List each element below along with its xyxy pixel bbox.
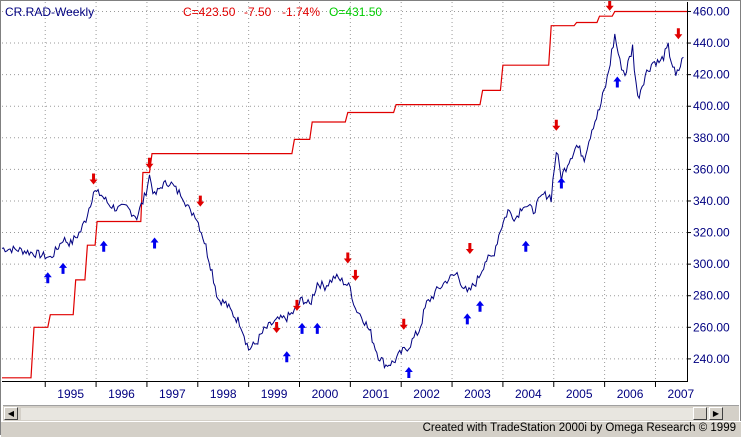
buy-arrow-icon (99, 240, 108, 252)
plot-area (2, 2, 688, 382)
y-tick-label: 420.00 (693, 68, 730, 82)
buy-arrow-icon (150, 237, 159, 249)
sell-arrow-icon (399, 318, 408, 330)
x-tick-label: 1997 (159, 387, 186, 401)
price-line-group (1, 33, 684, 370)
y-tick-label: 440.00 (693, 36, 730, 50)
buy-arrow-icon (59, 262, 68, 274)
chart-svg: 460.00 440.00 420.00 400.00 380.00 360.00 340.… (1, 1, 730, 401)
horizontal-scrollbar[interactable]: ◀ ▶ (3, 405, 739, 422)
sell-arrow-icon (272, 321, 281, 333)
sell-arrow-icon (465, 242, 474, 254)
sell-arrow-icon (674, 28, 683, 40)
open-quote: O=431.50 (329, 5, 382, 19)
scroll-left-arrow-icon[interactable]: ◀ (4, 407, 18, 420)
buy-arrow-icon (476, 300, 485, 312)
scroll-track[interactable] (21, 408, 711, 420)
signal-arrows (43, 1, 683, 379)
buy-arrow-icon (463, 313, 472, 325)
y-tick-label: 280.00 (693, 289, 730, 303)
x-tick-label: 1995 (57, 387, 84, 401)
stop-line (2, 10, 687, 379)
change-quote: -7.50 (244, 5, 272, 19)
buy-arrow-icon (404, 367, 413, 379)
x-tick-label: 2005 (566, 387, 593, 401)
x-tick-label: 2007 (668, 387, 695, 401)
stop-line-group (2, 10, 687, 379)
credit-text: Created with TradeStation 2000i by Omega… (422, 422, 736, 434)
y-tick-label: 380.00 (693, 131, 730, 145)
sell-arrow-icon (552, 119, 561, 131)
y-tick-label: 300.00 (693, 257, 730, 271)
buy-arrow-icon (521, 240, 530, 252)
x-tick-label: 1998 (210, 387, 237, 401)
sell-arrow-icon (292, 299, 301, 311)
y-tick-label: 320.00 (693, 226, 730, 240)
y-axis: 460.00 440.00 420.00 400.00 380.00 360.00 340.… (687, 4, 730, 366)
x-tick-label: 2004 (515, 387, 542, 401)
buy-arrow-icon (613, 76, 622, 88)
sell-arrow-icon (351, 269, 360, 281)
sell-arrow-icon (145, 157, 154, 169)
y-tick-label: 360.00 (693, 162, 730, 176)
footer-bar: Created with TradeStation 2000i by Omega… (1, 421, 741, 437)
sell-arrow-icon (196, 195, 205, 207)
y-tick-label: 260.00 (693, 320, 730, 334)
y-tick-label: 340.00 (693, 194, 730, 208)
scroll-thumb[interactable] (693, 407, 707, 420)
x-tick-label: 2003 (464, 387, 491, 401)
sell-arrow-icon (89, 173, 98, 185)
y-tick-label: 400.00 (693, 99, 730, 113)
buy-arrow-icon (282, 351, 291, 363)
buy-arrow-icon (43, 272, 52, 284)
price-line (1, 33, 684, 370)
sell-arrow-icon (605, 1, 614, 11)
x-tick-label: 2006 (617, 387, 644, 401)
x-tick-label: 1996 (108, 387, 135, 401)
x-tick-label: 1999 (261, 387, 288, 401)
x-tick-label: 2000 (312, 387, 339, 401)
grid (2, 2, 687, 381)
buy-arrow-icon (298, 322, 307, 334)
change-pct-quote: -1.74% (282, 5, 320, 19)
scroll-right-arrow-icon[interactable]: ▶ (709, 407, 723, 420)
chart-title-symbol: CR.RAD-Weekly (5, 5, 94, 19)
x-axis: 1995 1996 1997 1998 1999 2000 2001 2002 2003 2004… (44, 381, 695, 401)
buy-arrow-icon (313, 322, 322, 334)
buy-arrow-icon (557, 177, 566, 189)
y-tick-label: 240.00 (693, 352, 730, 366)
sell-arrow-icon (343, 252, 352, 264)
x-tick-label: 2002 (413, 387, 440, 401)
y-tick-label: 460.00 (693, 4, 730, 18)
x-tick-label: 2001 (362, 387, 389, 401)
close-quote: C=423.50 (183, 5, 236, 19)
